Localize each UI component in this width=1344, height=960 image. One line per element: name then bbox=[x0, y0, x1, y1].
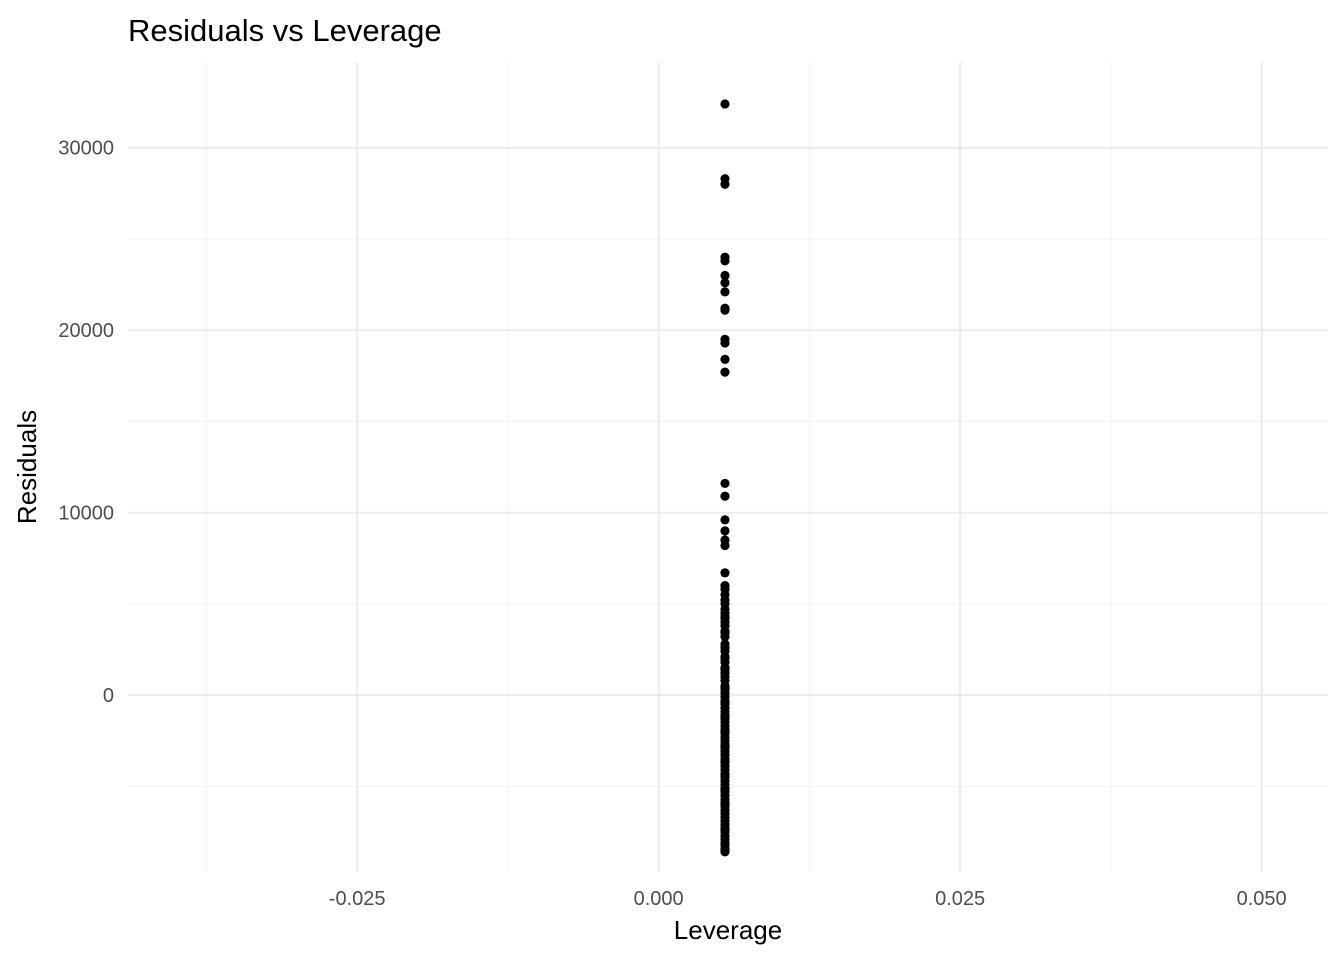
data-point bbox=[720, 664, 730, 675]
data-point bbox=[720, 825, 730, 835]
data-point bbox=[720, 540, 730, 551]
y-tick-label: 20000 bbox=[58, 320, 114, 342]
x-axis-tick-labels: -0.025 0.000 0.025 0.050 bbox=[329, 888, 1287, 910]
data-point bbox=[720, 367, 730, 377]
data-point bbox=[720, 354, 730, 364]
data-point bbox=[720, 478, 730, 489]
data-point bbox=[720, 611, 730, 622]
data-point bbox=[720, 770, 730, 780]
y-tick-label: 10000 bbox=[58, 503, 114, 525]
data-point bbox=[720, 847, 730, 857]
y-axis-title: Residuals bbox=[12, 410, 42, 524]
x-tick-label: 0.050 bbox=[1237, 888, 1287, 910]
data-point bbox=[720, 515, 730, 525]
data-point bbox=[720, 256, 730, 266]
data-point bbox=[720, 305, 730, 315]
data-point bbox=[720, 726, 730, 737]
data-point bbox=[720, 491, 730, 501]
data-point bbox=[720, 799, 730, 810]
data-point bbox=[720, 712, 730, 722]
x-tick-label: -0.025 bbox=[329, 888, 386, 910]
data-point bbox=[720, 270, 730, 281]
data-point bbox=[720, 338, 730, 348]
y-axis-tick-labels: 0 10000 20000 30000 bbox=[58, 138, 114, 707]
y-tick-label: 30000 bbox=[58, 138, 114, 160]
data-point bbox=[720, 278, 730, 288]
data-point bbox=[720, 697, 730, 707]
data-point bbox=[720, 683, 730, 693]
data-point bbox=[720, 179, 730, 189]
data-point bbox=[720, 99, 730, 109]
y-tick-label: 0 bbox=[103, 685, 114, 707]
data-points bbox=[720, 99, 730, 857]
x-tick-label: 0.000 bbox=[634, 888, 684, 910]
x-axis-title: Leverage bbox=[674, 915, 782, 945]
data-point bbox=[720, 287, 730, 297]
data-point bbox=[720, 526, 730, 536]
data-point bbox=[720, 741, 730, 751]
data-point bbox=[720, 568, 730, 578]
data-point bbox=[720, 653, 730, 664]
data-point bbox=[720, 628, 730, 638]
chart-title: Residuals vs Leverage bbox=[128, 13, 442, 48]
data-point bbox=[720, 756, 730, 766]
x-tick-label: 0.025 bbox=[935, 888, 985, 910]
data-point bbox=[720, 785, 730, 795]
